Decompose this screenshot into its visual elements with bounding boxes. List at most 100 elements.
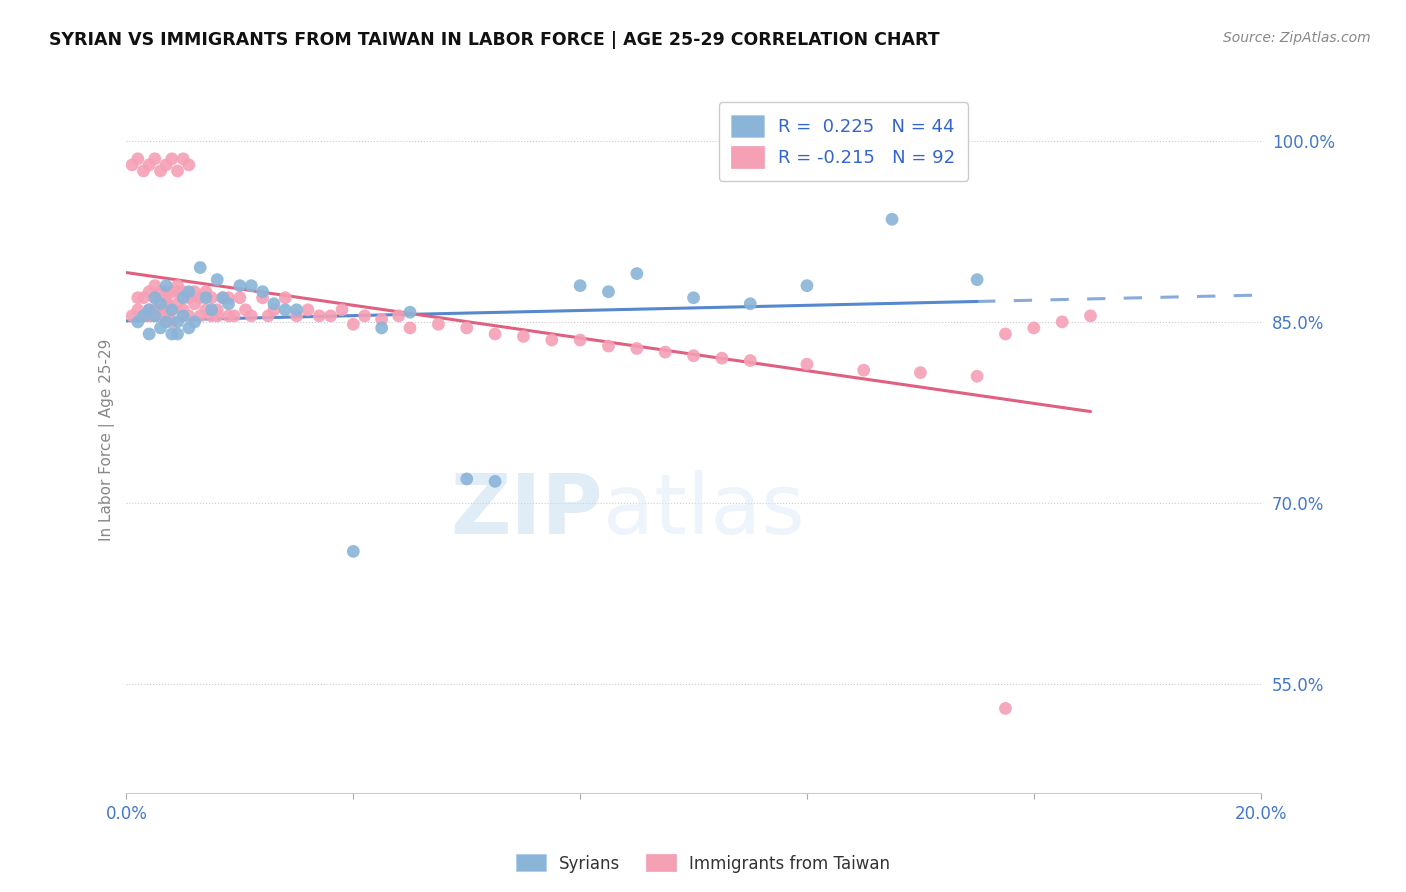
Point bbox=[143, 278, 166, 293]
Point bbox=[274, 291, 297, 305]
Point bbox=[149, 321, 172, 335]
Point bbox=[155, 278, 177, 293]
Point bbox=[183, 315, 205, 329]
Point bbox=[143, 309, 166, 323]
Point bbox=[138, 285, 160, 299]
Point bbox=[166, 285, 188, 299]
Point bbox=[172, 302, 194, 317]
Point bbox=[388, 309, 411, 323]
Text: ZIP: ZIP bbox=[450, 470, 603, 551]
Point bbox=[138, 158, 160, 172]
Point bbox=[160, 285, 183, 299]
Point bbox=[342, 318, 364, 332]
Text: atlas: atlas bbox=[603, 470, 804, 551]
Point bbox=[177, 158, 200, 172]
Point bbox=[880, 212, 903, 227]
Point bbox=[149, 285, 172, 299]
Point bbox=[456, 321, 478, 335]
Point bbox=[160, 315, 183, 329]
Text: Source: ZipAtlas.com: Source: ZipAtlas.com bbox=[1223, 31, 1371, 45]
Point bbox=[166, 315, 188, 329]
Point bbox=[740, 353, 762, 368]
Point bbox=[121, 309, 143, 323]
Point bbox=[796, 278, 818, 293]
Point bbox=[427, 318, 450, 332]
Point bbox=[994, 326, 1017, 341]
Point bbox=[143, 291, 166, 305]
Point bbox=[149, 309, 172, 323]
Point bbox=[626, 267, 648, 281]
Y-axis label: In Labor Force | Age 25-29: In Labor Force | Age 25-29 bbox=[100, 338, 115, 541]
Point bbox=[127, 302, 149, 317]
Point bbox=[229, 278, 252, 293]
Point bbox=[252, 285, 274, 299]
Point bbox=[188, 291, 211, 305]
Point bbox=[132, 164, 155, 178]
Point bbox=[512, 329, 534, 343]
Point bbox=[456, 472, 478, 486]
Point bbox=[149, 164, 172, 178]
Point bbox=[308, 309, 330, 323]
Point bbox=[682, 291, 704, 305]
Point bbox=[218, 309, 240, 323]
Point bbox=[224, 309, 246, 323]
Point bbox=[121, 158, 143, 172]
Point bbox=[172, 152, 194, 166]
Point bbox=[240, 309, 263, 323]
Point bbox=[370, 312, 392, 326]
Point bbox=[160, 152, 183, 166]
Point bbox=[285, 309, 308, 323]
Point bbox=[138, 309, 160, 323]
Point bbox=[966, 272, 988, 286]
Point bbox=[274, 302, 297, 317]
Point bbox=[353, 309, 375, 323]
Point bbox=[205, 272, 228, 286]
Point bbox=[127, 152, 149, 166]
Point bbox=[212, 291, 235, 305]
Point bbox=[155, 309, 177, 323]
Point bbox=[143, 291, 166, 305]
Point bbox=[654, 345, 676, 359]
Point bbox=[155, 291, 177, 305]
Point bbox=[183, 297, 205, 311]
Point bbox=[138, 326, 160, 341]
Point bbox=[155, 158, 177, 172]
Point bbox=[127, 291, 149, 305]
Point bbox=[166, 278, 188, 293]
Point bbox=[682, 349, 704, 363]
Point bbox=[263, 302, 285, 317]
Point bbox=[994, 701, 1017, 715]
Point bbox=[132, 309, 155, 323]
Point bbox=[319, 309, 342, 323]
Point bbox=[540, 333, 562, 347]
Point bbox=[160, 326, 183, 341]
Point bbox=[194, 285, 217, 299]
Point bbox=[200, 291, 222, 305]
Point bbox=[155, 297, 177, 311]
Legend: Syrians, Immigrants from Taiwan: Syrians, Immigrants from Taiwan bbox=[509, 847, 897, 880]
Point bbox=[257, 309, 280, 323]
Point bbox=[330, 302, 353, 317]
Point bbox=[177, 291, 200, 305]
Point bbox=[569, 333, 592, 347]
Point bbox=[598, 339, 620, 353]
Point bbox=[598, 285, 620, 299]
Point bbox=[252, 291, 274, 305]
Point bbox=[285, 302, 308, 317]
Point bbox=[218, 291, 240, 305]
Point bbox=[218, 297, 240, 311]
Point bbox=[342, 544, 364, 558]
Point bbox=[852, 363, 875, 377]
Point bbox=[194, 291, 217, 305]
Point bbox=[177, 309, 200, 323]
Point bbox=[297, 302, 319, 317]
Point bbox=[155, 315, 177, 329]
Point bbox=[166, 297, 188, 311]
Text: SYRIAN VS IMMIGRANTS FROM TAIWAN IN LABOR FORCE | AGE 25-29 CORRELATION CHART: SYRIAN VS IMMIGRANTS FROM TAIWAN IN LABO… bbox=[49, 31, 939, 49]
Point bbox=[1022, 321, 1045, 335]
Point bbox=[172, 309, 194, 323]
Point bbox=[200, 309, 222, 323]
Point bbox=[188, 260, 211, 275]
Point bbox=[1050, 315, 1073, 329]
Point bbox=[740, 297, 762, 311]
